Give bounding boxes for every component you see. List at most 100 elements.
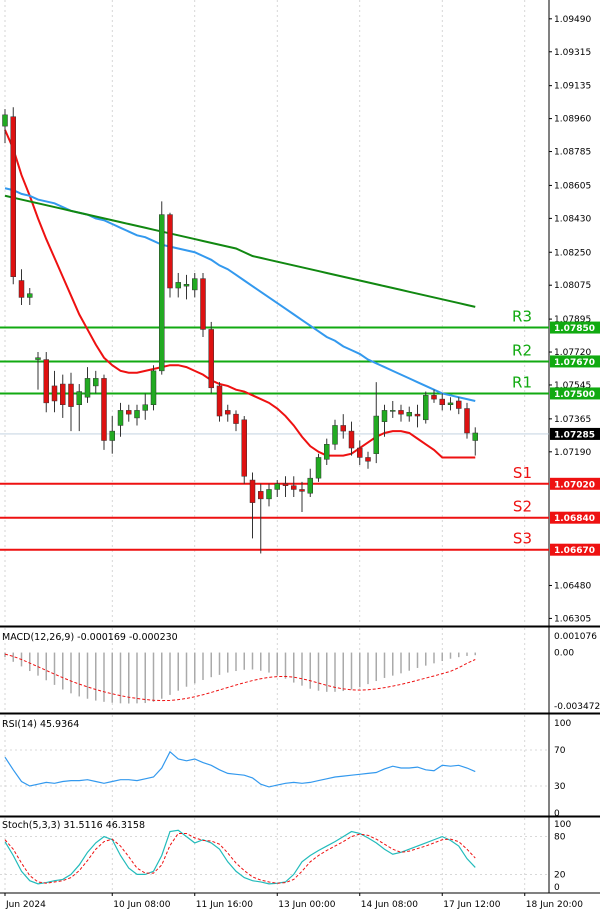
- candle-body: [258, 491, 264, 500]
- stoch-tick-label: 0: [554, 883, 560, 893]
- stoch-signal-line: [4, 832, 476, 884]
- candle-body: [76, 391, 82, 405]
- candle-body: [225, 410, 231, 415]
- moving-average-line-3: [4, 194, 476, 308]
- candle-body: [233, 413, 239, 424]
- candle-body: [340, 425, 346, 432]
- level-tag-r2: 1.07670: [554, 358, 595, 368]
- candle-body: [348, 430, 355, 449]
- time-tick-label: 17 Jun 12:00: [443, 900, 500, 910]
- price-tick-label: 1.08960: [554, 115, 591, 125]
- macd-signal-line: [4, 653, 476, 702]
- rsi-tick-label: 70: [554, 746, 566, 756]
- level-name-r1: R1: [512, 373, 532, 391]
- candle-body: [183, 284, 190, 287]
- stoch-tick-label: 20: [554, 870, 566, 880]
- candle-body: [101, 378, 107, 441]
- macd-panel: 0.001076 0.00 -0.003472 MACD(12,26,9) -0.00…: [2, 632, 600, 712]
- candle-body: [117, 410, 124, 426]
- candle-body: [10, 116, 16, 277]
- level-name-s2: S2: [513, 498, 532, 516]
- rsi-label: RSI(14) 45.9364: [2, 719, 79, 730]
- level-tag-r3: 1.07850: [554, 324, 595, 334]
- stoch-tick-label: 80: [554, 833, 566, 843]
- level-tag-bg: [550, 387, 600, 400]
- candle-body: [200, 278, 206, 330]
- candle-body: [456, 400, 462, 409]
- macd-label: MACD(12,26,9) -0.000169 -0.000230: [2, 632, 178, 643]
- rsi-line: [4, 750, 476, 788]
- price-tick-label: 1.07365: [554, 415, 591, 425]
- candle-body: [414, 413, 421, 417]
- price-tick-label: 1.08785: [554, 148, 591, 158]
- level-name-s1: S1: [513, 464, 532, 482]
- candle-body: [142, 404, 148, 411]
- level-name-r3: R3: [512, 308, 532, 326]
- candle-body: [291, 485, 297, 490]
- price-tick-label: 1.09315: [554, 48, 591, 58]
- candle-body: [84, 378, 91, 398]
- candle-body: [472, 432, 478, 441]
- price-tick-label: 1.08605: [554, 181, 591, 191]
- candle-body: [192, 278, 198, 291]
- price-tick-label: 1.09490: [554, 15, 591, 25]
- stoch-tick-label: 100: [554, 820, 571, 830]
- candle-body: [332, 425, 338, 445]
- macd-tick-label: -0.003472: [554, 702, 600, 712]
- time-tick-label: 11 Jun 16:00: [196, 900, 253, 910]
- level-tag-bg: [550, 321, 600, 334]
- time-tick-label: 10 Jun 08:00: [113, 900, 170, 910]
- candle-body: [299, 489, 305, 492]
- candle-body: [167, 214, 173, 289]
- time-tick-label: Jun 2024: [5, 900, 46, 910]
- level-tag-bg: [550, 543, 600, 556]
- current-price-tag: 1.07285: [554, 430, 595, 440]
- candle-body: [134, 410, 140, 419]
- price-tick-label: 1.09135: [554, 82, 591, 92]
- level-tag-s3: 1.06670: [554, 546, 595, 556]
- level-tag-s1: 1.07020: [554, 480, 595, 490]
- candle-body: [126, 410, 132, 415]
- price-tick-label: 1.07720: [554, 348, 591, 358]
- candle-body: [357, 447, 363, 458]
- price-tick-label: 1.07190: [554, 448, 591, 458]
- candle-body: [423, 395, 429, 421]
- price-tick-label: 1.08250: [554, 248, 591, 258]
- candle-body: [365, 457, 371, 462]
- rsi-panel: 100 70 30 0 RSI(14) 45.9364: [0, 719, 571, 819]
- candle-body: [439, 398, 445, 405]
- candle-body: [390, 410, 396, 412]
- candle-body: [60, 383, 66, 405]
- candle-body: [2, 114, 8, 127]
- candle-body: [51, 385, 58, 402]
- macd-tick-label: 0.00: [554, 649, 574, 659]
- candle-body: [431, 395, 437, 400]
- candle-body: [175, 282, 181, 289]
- candle-body: [249, 479, 256, 503]
- candle-body: [307, 477, 313, 494]
- level-tag-s2: 1.06840: [554, 514, 595, 524]
- price-panel: 1.09490 1.09315 1.09135 1.08960 1.08785 1.086…: [0, 0, 600, 894]
- level-name-r2: R2: [512, 341, 532, 359]
- level-tag-bg: [550, 511, 600, 524]
- price-tick-label: 1.06305: [554, 614, 591, 624]
- candle-body: [447, 402, 454, 405]
- price-tick-label: 1.07895: [554, 315, 591, 325]
- time-tick-label: 14 Jun 08:00: [361, 900, 418, 910]
- candle-body: [373, 415, 379, 454]
- candle-body: [18, 280, 25, 298]
- candle-body: [274, 483, 280, 490]
- candle-body: [241, 419, 247, 477]
- rsi-tick-label: 100: [554, 719, 571, 729]
- candle-body: [109, 430, 115, 441]
- time-tick-label: 18 Jun 20:00: [526, 900, 583, 910]
- time-tick-label: 13 Jun 00:00: [278, 900, 335, 910]
- candle-body: [266, 489, 272, 500]
- candle-body: [208, 329, 214, 389]
- candle-body: [35, 357, 41, 360]
- candle-body: [406, 412, 412, 417]
- candle-body: [315, 457, 322, 479]
- candle-body: [27, 293, 33, 298]
- price-tick-label: 1.07545: [554, 381, 591, 391]
- level-name-s3: S3: [513, 530, 532, 548]
